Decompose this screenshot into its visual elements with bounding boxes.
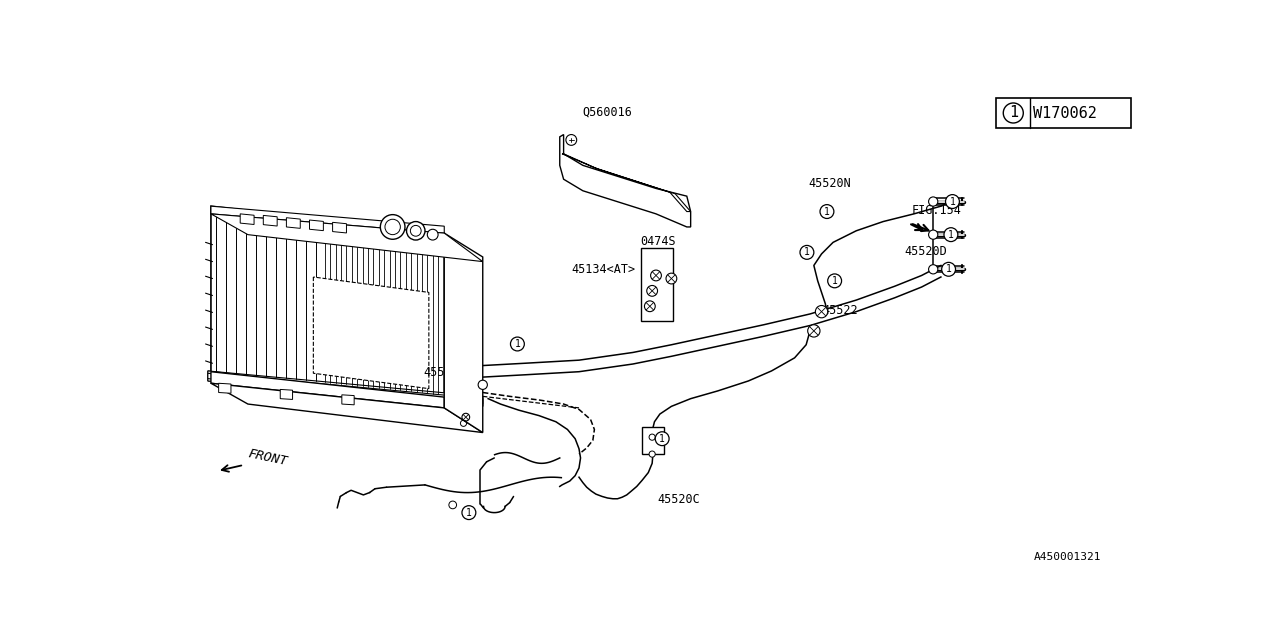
Circle shape [666, 273, 677, 284]
Circle shape [650, 270, 662, 281]
Circle shape [655, 432, 669, 445]
Circle shape [942, 262, 956, 276]
Circle shape [928, 230, 938, 239]
Polygon shape [287, 218, 301, 228]
Text: Q560016: Q560016 [582, 106, 632, 118]
Text: 1: 1 [515, 339, 521, 349]
Polygon shape [264, 216, 278, 226]
Polygon shape [310, 220, 324, 230]
Polygon shape [211, 383, 483, 433]
Text: 45520D: 45520D [904, 245, 947, 259]
Polygon shape [640, 248, 673, 321]
Circle shape [649, 451, 655, 457]
Text: 1: 1 [1009, 106, 1018, 120]
Circle shape [428, 229, 438, 240]
Polygon shape [241, 214, 253, 225]
Text: 1: 1 [948, 230, 954, 239]
Circle shape [808, 324, 820, 337]
Polygon shape [314, 277, 429, 388]
Circle shape [649, 434, 655, 440]
Circle shape [828, 274, 841, 288]
Circle shape [511, 337, 525, 351]
Bar [996, 99, 1132, 127]
Text: 1: 1 [946, 264, 951, 275]
Circle shape [800, 245, 814, 259]
Polygon shape [333, 222, 347, 233]
Circle shape [820, 205, 833, 218]
Text: 1: 1 [832, 276, 837, 286]
Circle shape [566, 134, 577, 145]
Text: FIG.154: FIG.154 [911, 204, 961, 217]
Circle shape [815, 305, 828, 318]
Circle shape [380, 214, 404, 239]
Text: 45520C: 45520C [658, 493, 700, 506]
Circle shape [646, 285, 658, 296]
Polygon shape [211, 206, 444, 233]
Text: 45522: 45522 [822, 304, 858, 317]
Circle shape [928, 265, 938, 274]
Circle shape [1004, 103, 1023, 123]
Text: A450001321: A450001321 [1033, 552, 1101, 563]
Text: 1: 1 [659, 434, 666, 444]
Text: 1: 1 [824, 207, 829, 216]
Polygon shape [211, 214, 483, 262]
Polygon shape [559, 134, 691, 227]
Polygon shape [207, 371, 483, 406]
Polygon shape [207, 371, 483, 406]
Polygon shape [444, 233, 483, 433]
Polygon shape [211, 372, 444, 408]
Circle shape [449, 501, 457, 509]
Polygon shape [211, 206, 444, 396]
Text: 45520D: 45520D [424, 365, 466, 378]
Polygon shape [206, 196, 483, 435]
Text: 1: 1 [804, 247, 810, 257]
Circle shape [928, 197, 938, 206]
Polygon shape [562, 154, 691, 212]
Polygon shape [342, 395, 355, 405]
Text: 1: 1 [950, 196, 955, 207]
Polygon shape [643, 427, 664, 454]
Text: FRONT: FRONT [246, 447, 288, 468]
Circle shape [943, 228, 957, 241]
Text: 1: 1 [466, 508, 472, 518]
Circle shape [407, 221, 425, 240]
Circle shape [644, 301, 655, 312]
Circle shape [462, 506, 476, 520]
Text: 0474S: 0474S [640, 235, 676, 248]
Circle shape [946, 195, 960, 209]
Text: 45520N: 45520N [809, 177, 851, 190]
Polygon shape [219, 383, 230, 393]
Polygon shape [280, 389, 293, 399]
Text: W170062: W170062 [1033, 106, 1097, 121]
Circle shape [479, 380, 488, 389]
Circle shape [462, 413, 470, 421]
Text: 45134<AT>: 45134<AT> [571, 263, 635, 276]
Polygon shape [207, 373, 483, 404]
